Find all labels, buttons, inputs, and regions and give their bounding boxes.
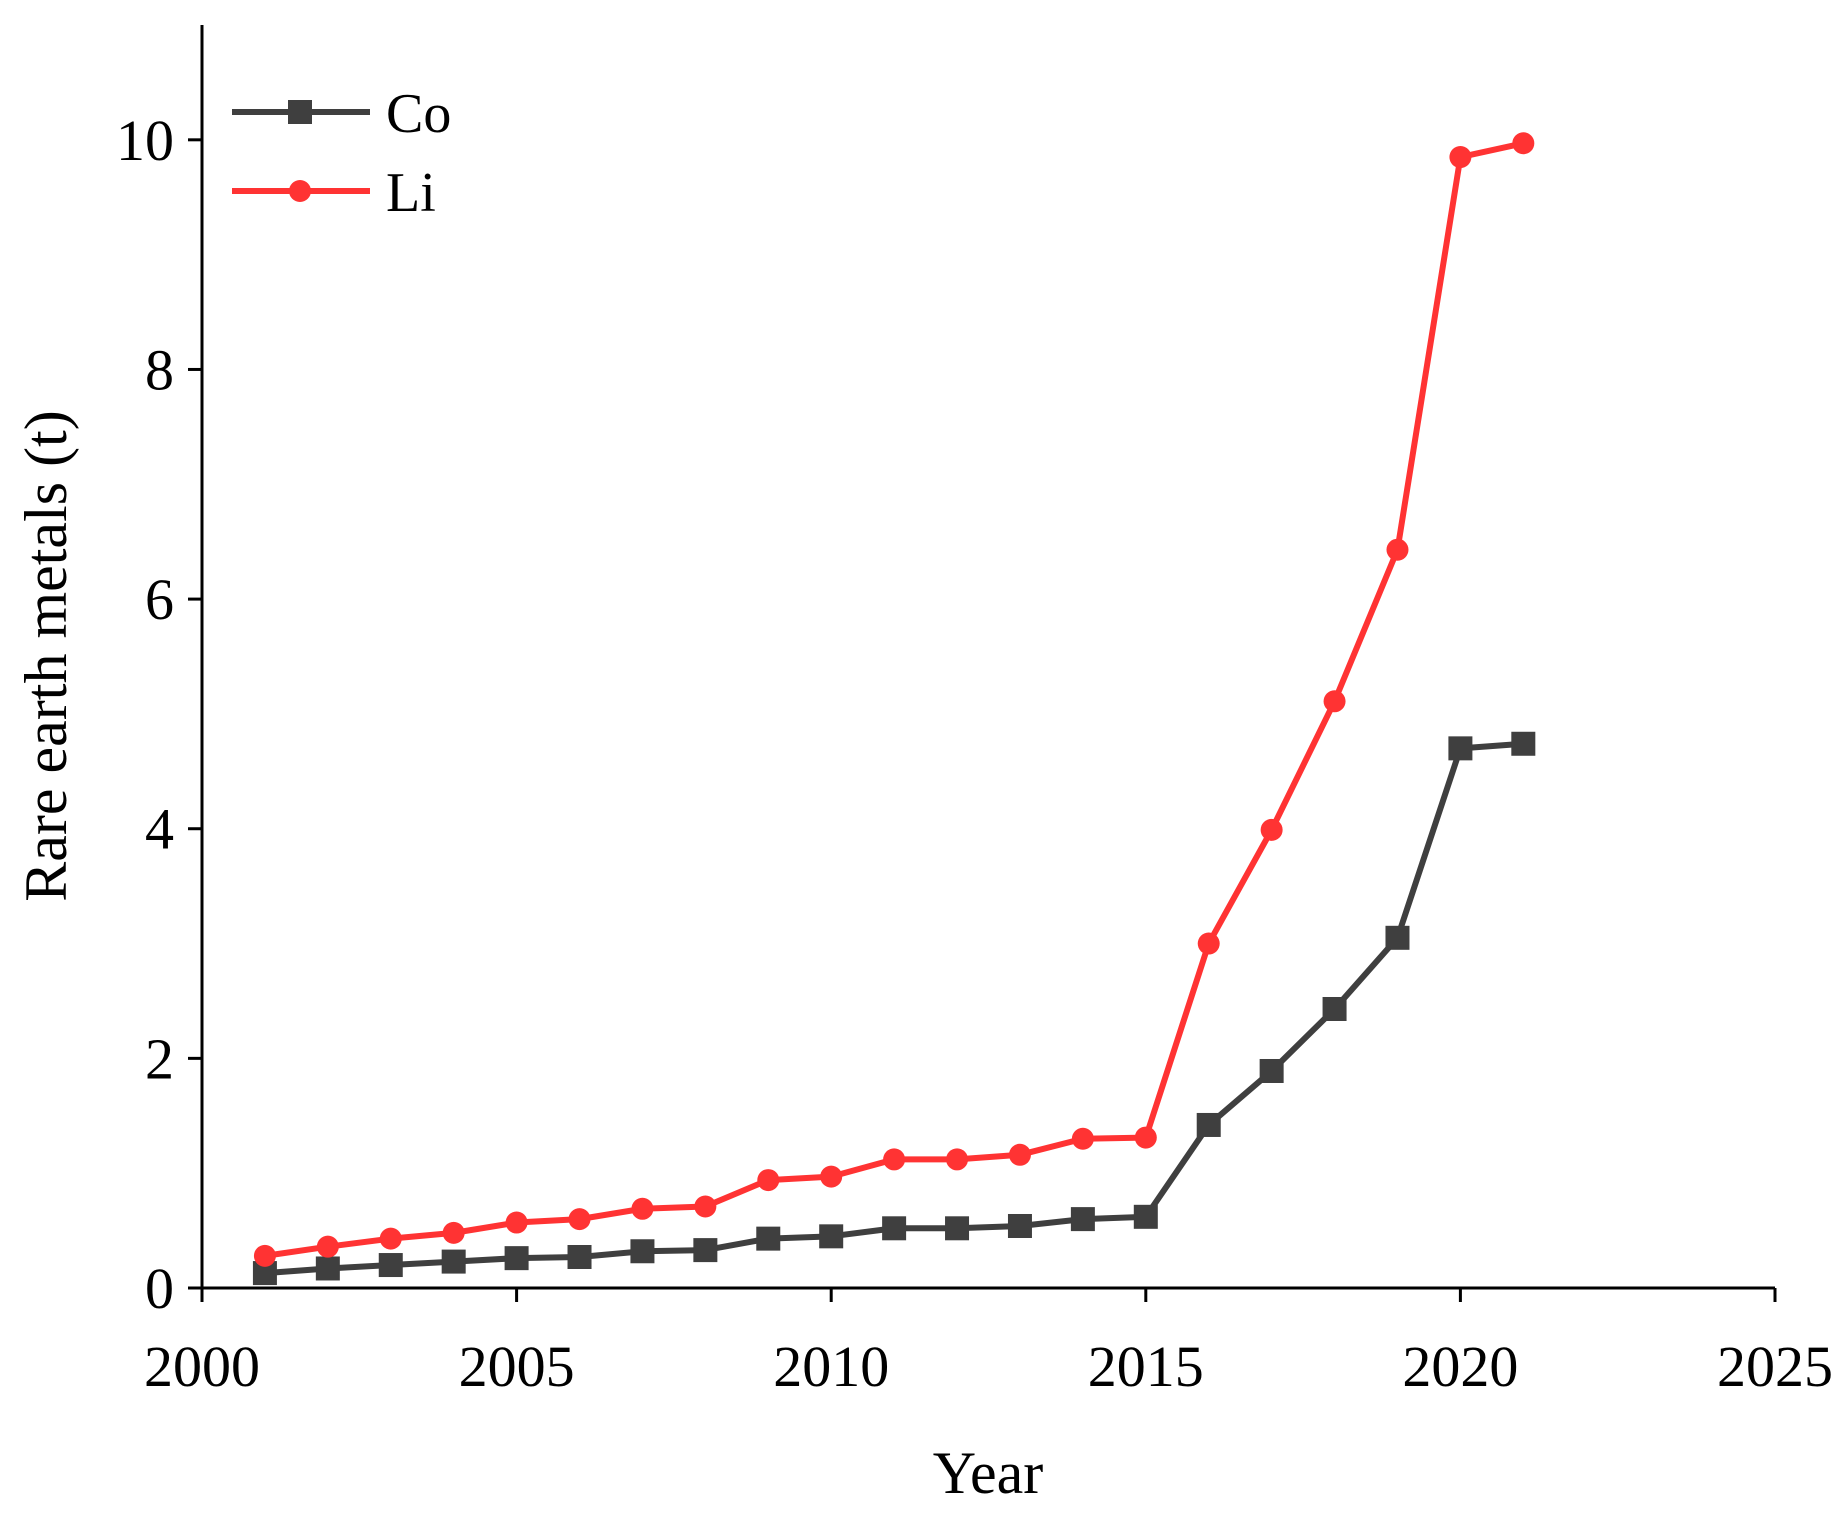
point-li-2020 bbox=[1449, 146, 1472, 169]
x-axis-ticks: 2000 2005 2010 2015 2020 2025 bbox=[144, 1288, 1833, 1399]
point-li-2019 bbox=[1386, 538, 1409, 561]
point-co-2011 bbox=[882, 1216, 907, 1241]
point-co-2017 bbox=[1259, 1058, 1284, 1083]
y-tick-label-10: 10 bbox=[116, 108, 174, 173]
point-co-2015 bbox=[1133, 1204, 1158, 1229]
legend-item-co: Co bbox=[232, 83, 451, 145]
point-co-2012 bbox=[945, 1216, 970, 1241]
point-li-2015 bbox=[1134, 1126, 1157, 1149]
point-co-2008 bbox=[693, 1238, 718, 1263]
point-li-2012 bbox=[946, 1148, 969, 1171]
point-li-2005 bbox=[505, 1211, 528, 1234]
legend: Co Li bbox=[232, 83, 451, 224]
point-co-2010 bbox=[819, 1224, 844, 1249]
point-co-2013 bbox=[1007, 1213, 1032, 1238]
y-tick-label-2: 2 bbox=[145, 1026, 174, 1091]
point-li-2014 bbox=[1071, 1127, 1094, 1150]
point-li-2009 bbox=[757, 1169, 780, 1192]
point-li-2002 bbox=[316, 1235, 339, 1258]
point-co-2019 bbox=[1385, 925, 1410, 950]
point-co-2003 bbox=[378, 1253, 403, 1278]
point-li-2006 bbox=[568, 1208, 591, 1231]
y-tick-label-0: 0 bbox=[145, 1256, 174, 1321]
y-tick-label-6: 6 bbox=[145, 567, 174, 632]
y-axis-title: Rare earth metals (t) bbox=[13, 410, 79, 901]
x-tick-label-2025: 2025 bbox=[1717, 1334, 1833, 1399]
point-li-2013 bbox=[1008, 1143, 1031, 1166]
point-li-2007 bbox=[631, 1197, 654, 1220]
point-co-2018 bbox=[1322, 996, 1347, 1021]
legend-li-marker bbox=[289, 180, 311, 202]
point-li-2021 bbox=[1512, 132, 1535, 155]
point-co-2020 bbox=[1448, 736, 1473, 761]
legend-co-label: Co bbox=[386, 83, 451, 145]
point-li-2018 bbox=[1323, 690, 1346, 713]
x-tick-label-2000: 2000 bbox=[144, 1334, 260, 1399]
y-tick-label-8: 8 bbox=[145, 337, 174, 402]
point-co-2007 bbox=[630, 1239, 655, 1264]
x-tick-label-2005: 2005 bbox=[459, 1334, 575, 1399]
point-co-2004 bbox=[441, 1249, 466, 1274]
point-li-2008 bbox=[694, 1195, 717, 1218]
y-tick-label-4: 4 bbox=[145, 797, 174, 862]
point-li-2001 bbox=[253, 1244, 276, 1267]
point-li-2017 bbox=[1260, 818, 1283, 841]
legend-li-label: Li bbox=[386, 162, 436, 224]
point-co-2014 bbox=[1070, 1207, 1095, 1232]
point-li-2003 bbox=[379, 1227, 402, 1250]
legend-item-li: Li bbox=[232, 162, 436, 224]
point-li-2010 bbox=[820, 1165, 843, 1188]
point-co-2021 bbox=[1511, 731, 1536, 756]
point-li-2011 bbox=[883, 1148, 906, 1171]
legend-co-marker bbox=[288, 100, 312, 124]
point-li-2004 bbox=[442, 1221, 465, 1244]
point-co-2006 bbox=[567, 1244, 592, 1269]
x-tick-label-2015: 2015 bbox=[1088, 1334, 1204, 1399]
point-co-2001 bbox=[252, 1261, 277, 1286]
series-layer bbox=[252, 132, 1536, 1286]
y-axis-ticks: 0 2 4 6 8 10 bbox=[116, 108, 202, 1321]
point-co-2009 bbox=[756, 1226, 781, 1251]
x-axis-title: Year bbox=[933, 1440, 1044, 1506]
x-tick-label-2020: 2020 bbox=[1402, 1334, 1518, 1399]
point-co-2016 bbox=[1196, 1112, 1221, 1137]
point-co-2005 bbox=[504, 1246, 529, 1271]
x-tick-label-2010: 2010 bbox=[773, 1334, 889, 1399]
point-co-2002 bbox=[315, 1256, 340, 1281]
point-li-2016 bbox=[1197, 932, 1220, 955]
